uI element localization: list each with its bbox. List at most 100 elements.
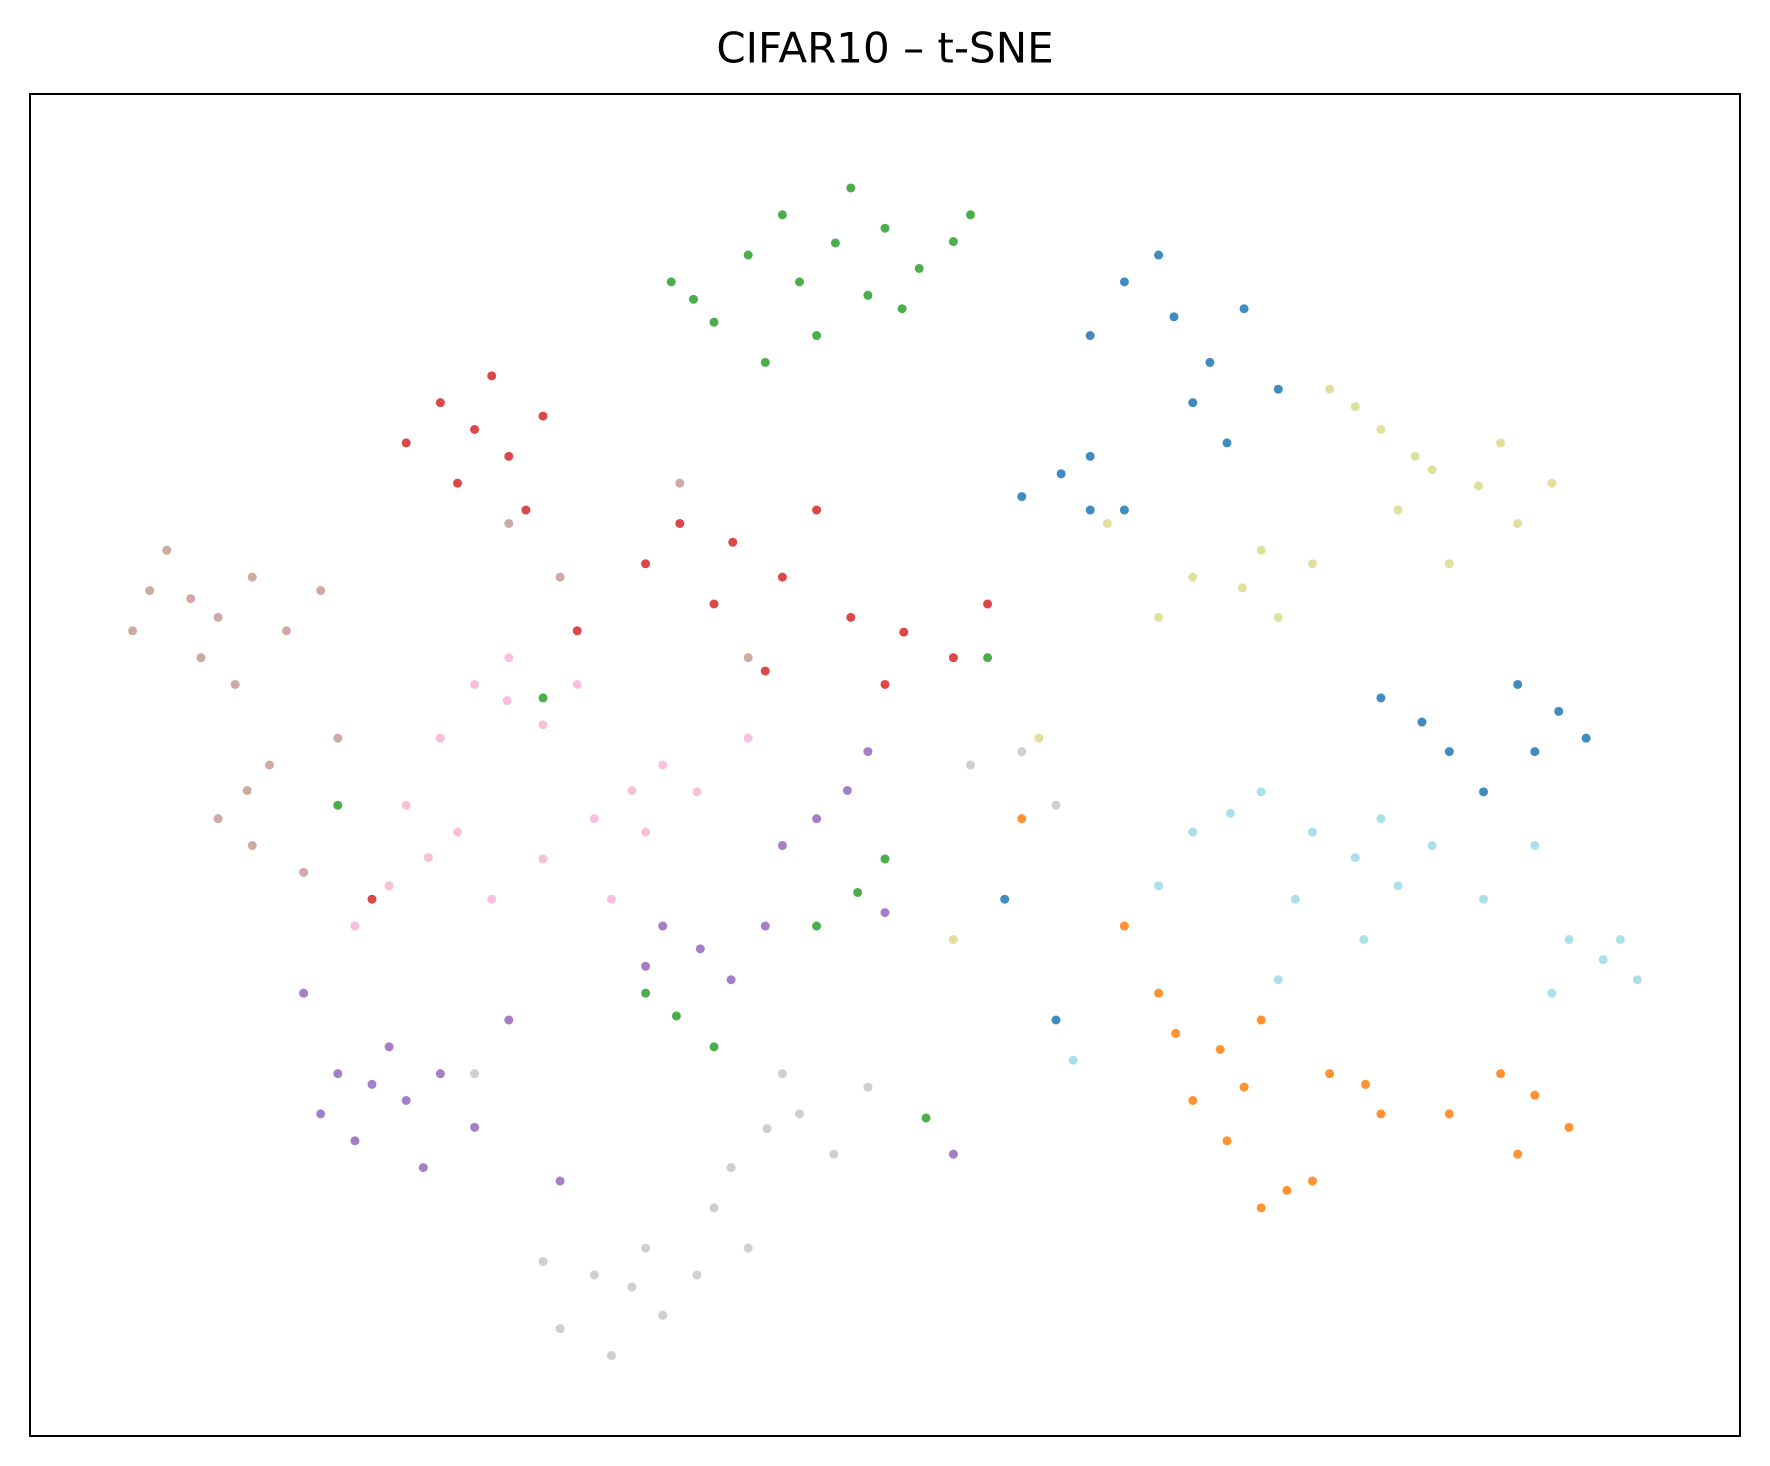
point [1017, 492, 1027, 502]
point [589, 1270, 599, 1280]
point [264, 760, 274, 770]
point [1513, 1149, 1523, 1159]
point [1051, 1015, 1061, 1025]
point [1444, 559, 1454, 569]
point [1308, 1176, 1317, 1186]
point [1393, 505, 1403, 515]
point [760, 921, 770, 931]
point [899, 627, 909, 637]
point [186, 594, 196, 604]
point [1273, 612, 1283, 622]
point [641, 988, 651, 998]
point [1051, 800, 1061, 810]
point [1496, 1069, 1506, 1079]
point [1282, 1185, 1292, 1195]
point [1473, 481, 1483, 491]
point [282, 626, 291, 636]
point [1444, 747, 1454, 757]
point [1554, 706, 1564, 716]
point [863, 290, 873, 300]
point [242, 785, 252, 795]
point [830, 238, 840, 248]
point [1376, 1109, 1386, 1119]
point [1273, 975, 1283, 985]
point [1239, 1082, 1249, 1092]
point [213, 612, 223, 622]
point [401, 438, 411, 448]
point [1222, 438, 1232, 448]
point [247, 572, 257, 582]
point [333, 1069, 343, 1079]
point [709, 317, 719, 327]
point [675, 478, 685, 488]
point [470, 425, 480, 434]
point [1215, 1045, 1225, 1055]
point [1359, 934, 1369, 944]
point [572, 679, 582, 689]
point [350, 921, 360, 931]
point [1376, 693, 1386, 703]
point [555, 1324, 565, 1334]
point [1222, 1136, 1232, 1146]
point [299, 867, 309, 877]
point [1376, 814, 1386, 824]
point [1188, 398, 1198, 408]
point [1290, 894, 1300, 904]
point [333, 800, 343, 810]
point [538, 720, 548, 730]
point [1085, 505, 1095, 515]
point [948, 653, 958, 663]
point [1119, 277, 1129, 287]
point [470, 1069, 480, 1079]
point [1393, 881, 1403, 891]
point [521, 505, 531, 515]
point [641, 961, 651, 971]
point [1376, 425, 1386, 434]
point [1530, 747, 1540, 757]
point [333, 733, 343, 743]
point [1350, 853, 1360, 863]
point [1188, 572, 1198, 582]
point [853, 887, 863, 897]
point [435, 1069, 445, 1079]
point [572, 626, 582, 636]
point [777, 210, 787, 220]
point [692, 787, 702, 797]
point [658, 1310, 668, 1320]
point [846, 612, 856, 622]
point [384, 1042, 394, 1052]
point [777, 572, 787, 582]
point [1169, 312, 1179, 322]
point [1530, 841, 1540, 851]
point [1188, 1096, 1198, 1105]
point [709, 1203, 719, 1213]
point [1530, 1090, 1540, 1100]
point [538, 854, 548, 864]
point [1034, 733, 1044, 743]
point [213, 814, 223, 824]
point [504, 451, 514, 461]
point [777, 1069, 787, 1079]
point [418, 1163, 428, 1173]
point [1325, 384, 1335, 394]
point [726, 1163, 736, 1173]
point [247, 841, 257, 851]
point [1205, 357, 1215, 367]
point [777, 841, 787, 851]
point [1308, 559, 1317, 569]
point [1417, 717, 1427, 727]
chart-title: CIFAR10 – t-SNE [716, 24, 1053, 73]
point [880, 854, 890, 864]
point [1056, 469, 1066, 479]
point [1308, 827, 1317, 837]
point [1085, 331, 1095, 341]
point [1119, 921, 1129, 931]
point [1239, 304, 1249, 314]
point [842, 785, 852, 795]
point [1427, 841, 1437, 851]
point [367, 1079, 377, 1089]
point [555, 572, 565, 582]
point [948, 1149, 958, 1159]
point [538, 693, 548, 703]
